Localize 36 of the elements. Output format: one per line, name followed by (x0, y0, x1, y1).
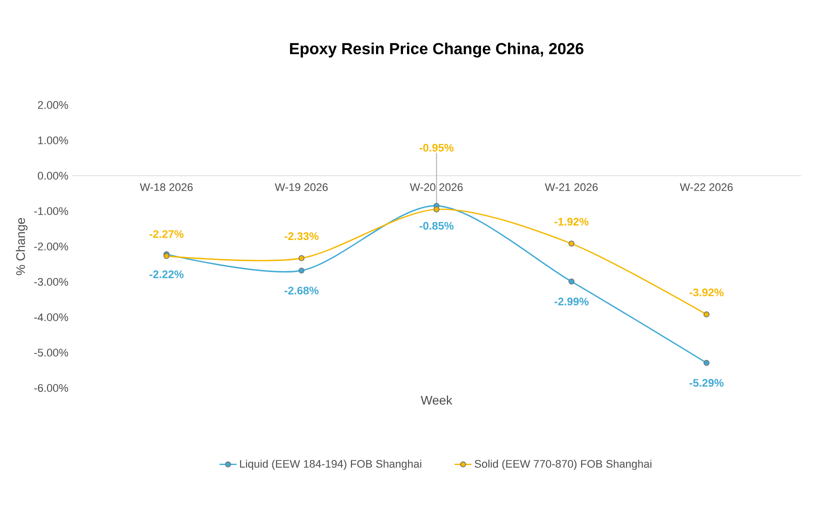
y-tick-label: 0.00% (38, 172, 68, 180)
y-tick-label: -4.00% (34, 313, 68, 322)
y-axis-title: % Change (16, 218, 28, 276)
data-label: -2.27% (150, 230, 184, 238)
point (298, 268, 304, 274)
y-tick-label: -3.00% (34, 278, 68, 286)
y-tick-label: 2.00% (38, 101, 68, 109)
point (434, 206, 440, 212)
data-label: -2.22% (150, 270, 184, 278)
y-tick-label: -1.00% (34, 207, 68, 216)
x-tick-label: W-22 2026 (680, 183, 733, 192)
legend-label: Liquid (EEW 184-194) FOB Shanghai (240, 460, 422, 470)
point (568, 240, 574, 247)
x-tick-label: W-19 2026 (274, 183, 328, 192)
data-label: -2.33% (284, 232, 319, 240)
data-label: -2.99% (554, 298, 589, 306)
point (298, 255, 304, 262)
x-tick-label: W-21 2026 (544, 183, 598, 192)
legend-label: Solid (EEW 770-870) FOB Shanghai (474, 460, 652, 470)
data-label: -1.92% (554, 218, 589, 226)
data-label: -3.92% (690, 288, 724, 296)
data-label: -0.85% (420, 222, 454, 230)
chart-title: Epoxy Resin Price Change China, 2026 (290, 42, 584, 58)
point (568, 278, 574, 285)
x-tick-label: W-18 2026 (140, 183, 193, 192)
x-axis-title: Week (420, 396, 452, 405)
point (704, 360, 710, 366)
data-label: -5.29% (690, 379, 724, 387)
data-label: -2.68% (284, 286, 319, 294)
y-tick-label: 1.00% (38, 136, 68, 144)
y-tick-label: -5.00% (34, 348, 68, 357)
y-tick-label: -6.00% (34, 384, 68, 392)
y-tick-label: -2.00% (34, 242, 68, 250)
x-tick-label: W-20 2026 (410, 183, 463, 192)
data-label: -0.95% (420, 144, 454, 152)
point (704, 311, 710, 318)
